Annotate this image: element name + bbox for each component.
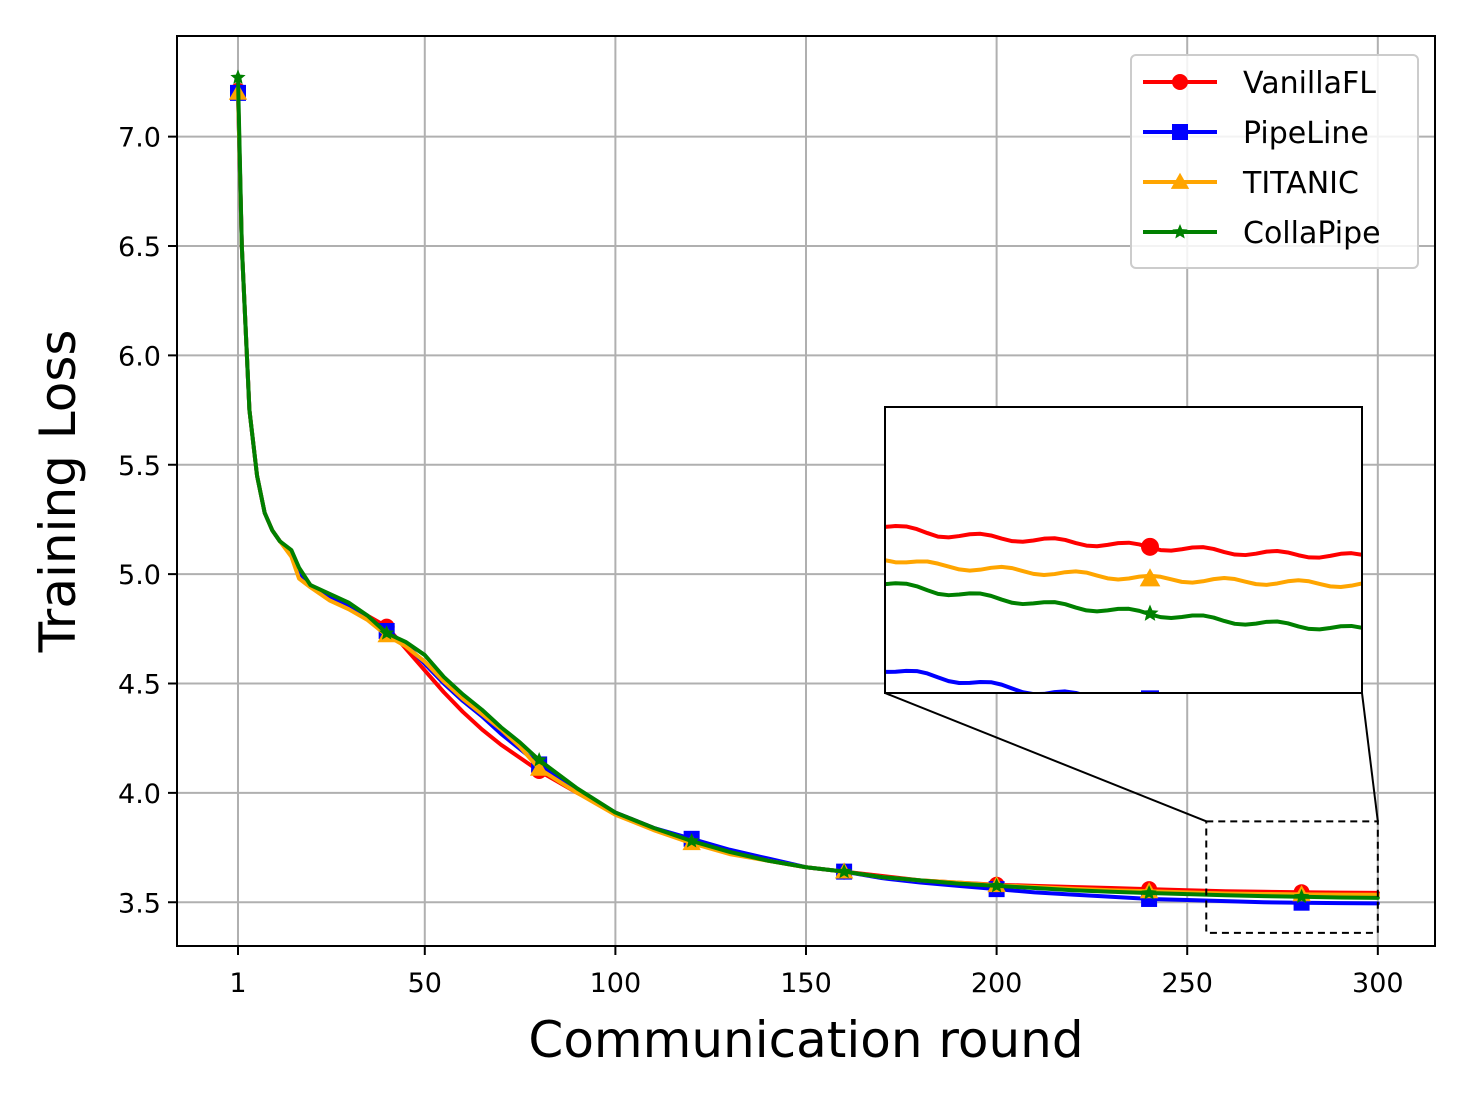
y-tick-label: 4.5	[118, 670, 161, 701]
y-tick-label: 3.5	[118, 888, 161, 919]
inset-marker-pipeline	[1141, 690, 1159, 693]
connector-line	[1361, 692, 1379, 822]
series-marker-collapipe	[379, 625, 395, 640]
inset-series-layer	[885, 524, 1362, 693]
inset-connector	[884, 692, 1379, 934]
y-tick-label: 4.0	[118, 779, 161, 810]
series-marker-titanic	[529, 759, 549, 776]
series-marker-collapipe	[684, 833, 700, 848]
inset-line-vanillafl	[885, 524, 1362, 560]
series-line-collapipe	[235, 75, 1380, 900]
legend-marker-vanillafl	[1172, 74, 1188, 90]
series-marker-collapipe	[230, 69, 246, 85]
x-tick-label: 100	[590, 968, 642, 999]
legend-marker-titanic	[1170, 172, 1190, 189]
x-tick-label: 150	[780, 968, 832, 999]
series-marker-collapipe	[531, 752, 547, 767]
legend-box	[1130, 54, 1419, 269]
legend-marker-collapipe	[1172, 224, 1188, 239]
y-tick-label: 6.0	[118, 341, 161, 372]
inset-frame	[884, 406, 1363, 694]
legend-label-collapipe: CollaPipe	[1243, 216, 1381, 251]
inset-marker-vanillafl	[1141, 537, 1159, 556]
inset-line-collapipe	[885, 581, 1362, 632]
legend-label-pipeline: PipeLine	[1243, 116, 1369, 151]
legend-marker-pipeline	[1172, 124, 1188, 140]
x-tick-label: 50	[408, 968, 442, 999]
inset-marker-collapipe	[1141, 604, 1159, 621]
x-tick-label: 250	[1161, 968, 1213, 999]
legend-label-vanillafl: VanillaFL	[1243, 66, 1376, 101]
series-marker-collapipe	[836, 863, 852, 879]
inset-line-pipeline	[885, 668, 1084, 693]
zoom-source-box	[1205, 820, 1379, 934]
x-tick-label: 1	[229, 968, 246, 999]
y-axis-title: Training Loss	[29, 330, 87, 654]
zoom-inset	[884, 406, 1363, 694]
y-tick-label: 5.0	[118, 560, 161, 591]
axes: 1 50 100 150 200 250 3003.54.04.55.05.56.06.57…	[118, 35, 1436, 999]
series-layer	[228, 69, 1380, 911]
series-marker-collapipe	[989, 877, 1005, 893]
x-axis-title: Communication round	[528, 1011, 1083, 1069]
x-tick-label: 300	[1352, 968, 1404, 999]
inset-marker-titanic	[1139, 568, 1161, 587]
connector-line	[884, 692, 1207, 823]
inset-line-titanic	[885, 558, 1362, 590]
legend-label-titanic: TITANIC	[1242, 166, 1359, 201]
x-tick-label: 200	[971, 968, 1023, 999]
y-tick-label: 7.0	[118, 123, 161, 154]
y-tick-label: 6.5	[118, 232, 161, 263]
series-marker-collapipe	[1141, 885, 1157, 900]
legend: VanillaFL PipeLine TITANIC CollaPipe	[1130, 54, 1419, 269]
y-tick-label: 5.5	[118, 451, 161, 482]
series-marker-collapipe	[1293, 888, 1310, 904]
inset-background	[885, 407, 1362, 693]
